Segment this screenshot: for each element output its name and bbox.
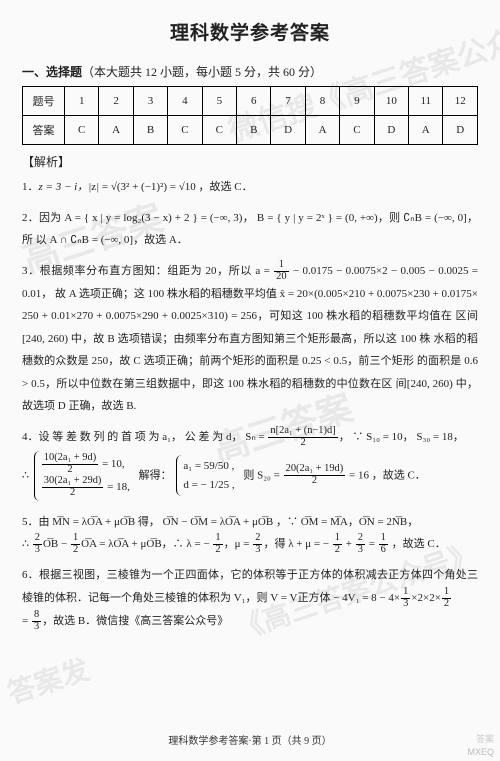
corner-watermark: MXEQ [467,747,494,757]
text: = √(3² + (−1)²) = √10 ，故选 C． [99,181,252,193]
text: ，故选 B．微信搜《高三答案公众号》 [42,615,228,627]
text: = 16 ，故选 C． [346,469,426,481]
cell: 5 [202,87,236,116]
text: ，得 λ + μ = − [263,538,331,550]
text: = [22,615,31,627]
text: ，故选 C． [389,538,446,550]
row-label: 答案 [23,116,65,145]
cell: 3 [133,87,167,116]
solution-item: 5．由 M͞N = λO͞A + μO͞B 得， O͞N − O͞M = λO͞… [22,511,478,556]
text: ，μ = [224,538,253,550]
fraction: 23 [253,533,262,556]
text: + [343,538,355,550]
cell: B [133,116,167,145]
fraction: n[2a₁ + (n−1)d]2 [268,426,337,449]
text: O͞A = λO͞A + μO͞B，∴ λ = − [81,538,212,550]
text: 250 + 0.01×270 + 0.0075×290 + 0.0025×310… [22,310,452,322]
section-label: 一、选择题 [22,65,82,79]
item-number: 6． [22,569,39,581]
page-title: 理科数学参考答案 [22,18,478,45]
cell: 2 [99,87,133,116]
watermark: 答案发 [2,648,94,712]
cell: C [202,116,236,145]
cell: A [99,116,133,145]
cell: 9 [340,87,374,116]
fraction: 83 [32,610,41,633]
math: z = 3 − i， [39,181,89,193]
cell: 11 [409,87,443,116]
text: 由 M͞N = λO͞A + μO͞B 得， O͞N − O͞M = λO͞A … [39,516,419,528]
text: ， ∵ S₁₀ = 10， S₃₀ = 18， [339,431,464,443]
item-number: 5． [22,516,39,528]
table-row: 答案 C A B C C B D A C D A D [23,116,478,145]
fraction: 13 [401,587,410,610]
solution-item: 3．根据频率分布直方图知：组距为 20，所以 a = 120 − 0.0175 … [22,260,478,418]
text: 解得： [139,469,172,481]
corner-watermark: 答案 [476,732,494,745]
cell: D [271,116,305,145]
fraction: 120 [274,260,288,283]
cell: C [65,116,99,145]
cell: 1 [65,87,99,116]
brace-system: 10(2a₁ + 9d)2 = 10, 30(2a₁ + 29d)2 = 18, [34,451,134,501]
fraction: 12 [71,533,80,556]
solution-item: 4．设 等 差 数 列 的 首 项 为 a₁， 公 差 为 d， Sₙ = n[… [22,426,478,503]
math: |z| [88,181,99,193]
cell: B [237,116,271,145]
cell: D [374,116,408,145]
cell: 7 [271,87,305,116]
text: 以 A ∩ ∁ₙB = (−∞, 0]，故选 A． [36,234,188,246]
fraction: 16 [379,533,388,556]
solution-item: 1．z = 3 − i，|z| = √(3² + (−1)²) = √10 ，故… [22,176,478,199]
cell: C [340,116,374,145]
table-row: 题号 1 2 3 4 5 6 7 8 9 10 11 12 [23,87,478,116]
cell: 12 [443,87,478,116]
text: 棱锥的体积．记每一个角处三棱锥的体积为 V₁，则 V = V正方体 − 4V₁ … [22,592,400,604]
item-number: 1． [22,181,39,193]
text: 设 等 差 数 列 的 首 项 为 a₁， 公 差 为 d， Sₙ = [39,431,268,443]
text: = [366,538,378,550]
fraction: 20(2a₁ + 19d)2 [284,464,346,487]
text: 故 A 选项正确；这 100 株水稻的稻穗数平均值 x̄ = 20×(0.005… [55,288,478,300]
fraction: 12 [333,533,342,556]
cell: 6 [237,87,271,116]
analysis-heading: 【解析】 [22,153,478,170]
text: ×2×2× [411,592,441,604]
text: ∴ [22,538,32,550]
item-number: 2． [22,212,39,224]
answer-table: 题号 1 2 3 4 5 6 7 8 9 10 11 12 答案 C A B C… [22,86,478,145]
cell: 4 [168,87,202,116]
solution-item: 6．根据三视图，三棱锥为一个正四面体，它的体积等于正方体的体积减去正方体四个角处… [22,564,478,632]
item-number: 3． [22,265,40,277]
text: 根据三视图，三棱锥为一个正四面体，它的体积等于正方体的体积减去正方体四个角处三 [39,569,478,581]
row-label: 题号 [23,87,65,116]
text: 根据频率分布直方图知：组距为 20，所以 a = [40,265,273,277]
cell: 8 [305,87,339,116]
fraction: 12 [442,587,451,610]
cell: 10 [374,87,408,116]
cell: A [409,116,443,145]
cell: A [305,116,339,145]
page-footer: 理科数学参考答案·第 1 页（共 9 页） [0,732,500,747]
fraction: 12 [213,533,222,556]
solution-item: 2．因为 A = { x | y = log₂(3 − x) + 2 } = (… [22,207,478,252]
fraction: 23 [356,533,365,556]
section-heading: 一、选择题（本大题共 12 小题，每小题 5 分，共 60 分） [22,63,478,80]
therefore: ∴ [22,469,29,481]
brace-system: a₁ = 59/50 , d = − 1/25 , [176,455,238,496]
cell: C [168,116,202,145]
item-number: 4． [22,431,39,443]
fraction: 23 [33,533,42,556]
cell: D [443,116,478,145]
text: O͞B − [43,538,70,550]
section-note: （本大题共 12 小题，每小题 5 分，共 60 分） [82,65,322,79]
text: 则 S₂₀ = [243,469,282,481]
